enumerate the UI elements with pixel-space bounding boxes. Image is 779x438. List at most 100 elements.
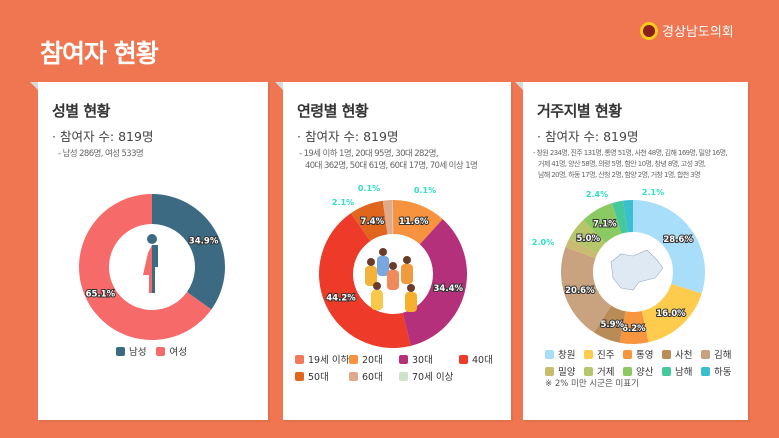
data-label: 16.0% (656, 309, 686, 319)
slice-40대 (318, 213, 411, 349)
detail-line: 40대 362명, 50대 61명, 60대 17명, 70세 이상 1명 (305, 161, 478, 171)
legend-label: 여성 (169, 347, 187, 358)
person-head (407, 284, 415, 292)
slice-여성 (79, 194, 212, 340)
data-label: 34.9% (189, 237, 219, 247)
legend-swatch (295, 354, 304, 364)
legend-item: 진주 (584, 347, 623, 361)
participant-count: · 참여자 수: 819명 (52, 129, 154, 144)
data-label: 11.6% (399, 217, 429, 227)
data-label: 7.4% (361, 217, 385, 227)
legend: 남성 여성 (116, 344, 187, 358)
legend-item: 사천 (662, 347, 701, 361)
slice-사천 (593, 305, 626, 343)
legend-label: 19세 이하 (308, 355, 350, 366)
data-label: 28.6% (663, 235, 693, 245)
legend-label: 50대 (308, 372, 329, 383)
female-icon (143, 245, 152, 293)
person-figure (365, 266, 377, 286)
detail-line: 거제 41명, 양산 58명, 의령 5명, 함안 10명, 창녕 8명, 고성… (538, 160, 706, 168)
legend-label: 70세 이상 (412, 372, 454, 383)
legend-label: 20대 (362, 355, 383, 366)
legend-label: 거제 (597, 367, 615, 378)
slice-밀양 (565, 238, 598, 259)
legend-label: 하동 (714, 367, 732, 378)
gender-donut-chart: 34.9% 65.1% (79, 194, 225, 340)
card-title: 연령별 현황 (297, 102, 369, 120)
data-label: 5.0% (577, 234, 601, 244)
slice-통영 (619, 311, 649, 344)
legend-label: 40대 (472, 355, 493, 366)
legend-item: 밀양 (545, 364, 584, 378)
legend-label: 남해 (675, 367, 693, 378)
card-title: 거주지별 현황 (537, 102, 622, 120)
gender-card: 성별 현황 · 참여자 수: 819명 - 남성 286명, 여성 533명 3… (30, 82, 268, 420)
legend-item: 남성 (116, 344, 146, 358)
legend-swatch (156, 346, 166, 356)
slice-하동 (623, 200, 633, 233)
data-label: 2.1% (642, 188, 664, 197)
legend-item: 여성 (156, 344, 187, 358)
legend-swatch (349, 354, 358, 364)
card-title: 성별 현황 (52, 102, 110, 120)
person-figure (371, 290, 383, 310)
detail: - 남성 286명, 여성 533명 (58, 149, 144, 159)
legend-item: 거제 (584, 364, 623, 378)
legend-swatch (399, 371, 408, 381)
legend-item: 40대 (459, 352, 507, 366)
legend-item: 50대 (295, 369, 349, 383)
legend-item: 김해 (701, 347, 740, 361)
page-title: 참여자 현황 (40, 39, 159, 68)
legend-label: 밀양 (558, 367, 576, 378)
legend-item: 19세 이하 (295, 352, 349, 366)
person-head (389, 262, 397, 270)
detail-line: - 창원 234명, 진주 131명, 통영 51명, 사천 48명, 김해 1… (533, 149, 728, 157)
legend-swatch (295, 371, 304, 381)
legend-item: 60대 (349, 369, 399, 383)
data-label: 44.2% (326, 293, 356, 303)
legend-item: 양산 (623, 364, 662, 378)
legend: 19세 이하 20대 30대 40대 50대 60대 70세 이상 (295, 352, 509, 383)
legend-label: 60대 (362, 372, 383, 383)
legend-label: 통영 (636, 350, 654, 361)
data-label: 2.4% (586, 190, 608, 199)
slice-진주 (641, 283, 702, 343)
data-label: 7.1% (593, 220, 617, 230)
slice-남해 (612, 200, 628, 234)
head-icon (147, 234, 157, 244)
legend-item: 통영 (623, 347, 662, 361)
slice-김해 (561, 247, 612, 333)
legend-swatch (662, 366, 671, 376)
legend-item: 30대 (399, 352, 459, 366)
participant-count: · 참여자 수: 819명 (297, 129, 399, 144)
male-icon (152, 245, 158, 293)
legend-swatch (662, 349, 671, 359)
legend-swatch (545, 349, 554, 359)
age-card: 연령별 현황 · 참여자 수: 819명 - 19세 이하 1명, 20대 95… (275, 82, 511, 420)
detail-line: 남해 20명, 하동 17명, 산청 2명, 함양 2명, 거창 1명, 합천 … (538, 171, 701, 179)
slice-50대 (350, 200, 388, 242)
legend-label: 사천 (675, 350, 693, 361)
footnote: ※ 2% 미만 시군은 미표기 (545, 379, 639, 389)
data-label: 2.0% (532, 238, 554, 247)
legend-label: 남성 (129, 347, 147, 358)
gyeongnam-map-icon (610, 249, 664, 291)
person-head (373, 282, 381, 290)
data-label: 5.9% (600, 320, 624, 330)
data-label: 34.4% (434, 284, 464, 294)
legend-item: 창원 (545, 347, 584, 361)
person-figure (377, 256, 389, 276)
person-head (403, 256, 411, 264)
slice-30대 (402, 219, 467, 346)
legend-swatch (701, 366, 710, 376)
legend-swatch (116, 346, 125, 356)
data-label: 20.6% (565, 286, 595, 296)
data-label: 2.1% (332, 198, 354, 207)
region-card: 거주지별 현황 · 참여자 수: 819명 - 창원 234명, 진주 131명… (515, 82, 748, 420)
legend-label: 창원 (558, 350, 576, 361)
legend-swatch (584, 366, 593, 376)
legend-label: 김해 (714, 350, 732, 361)
slice-20대 (393, 200, 443, 245)
legend-swatch (701, 349, 710, 359)
